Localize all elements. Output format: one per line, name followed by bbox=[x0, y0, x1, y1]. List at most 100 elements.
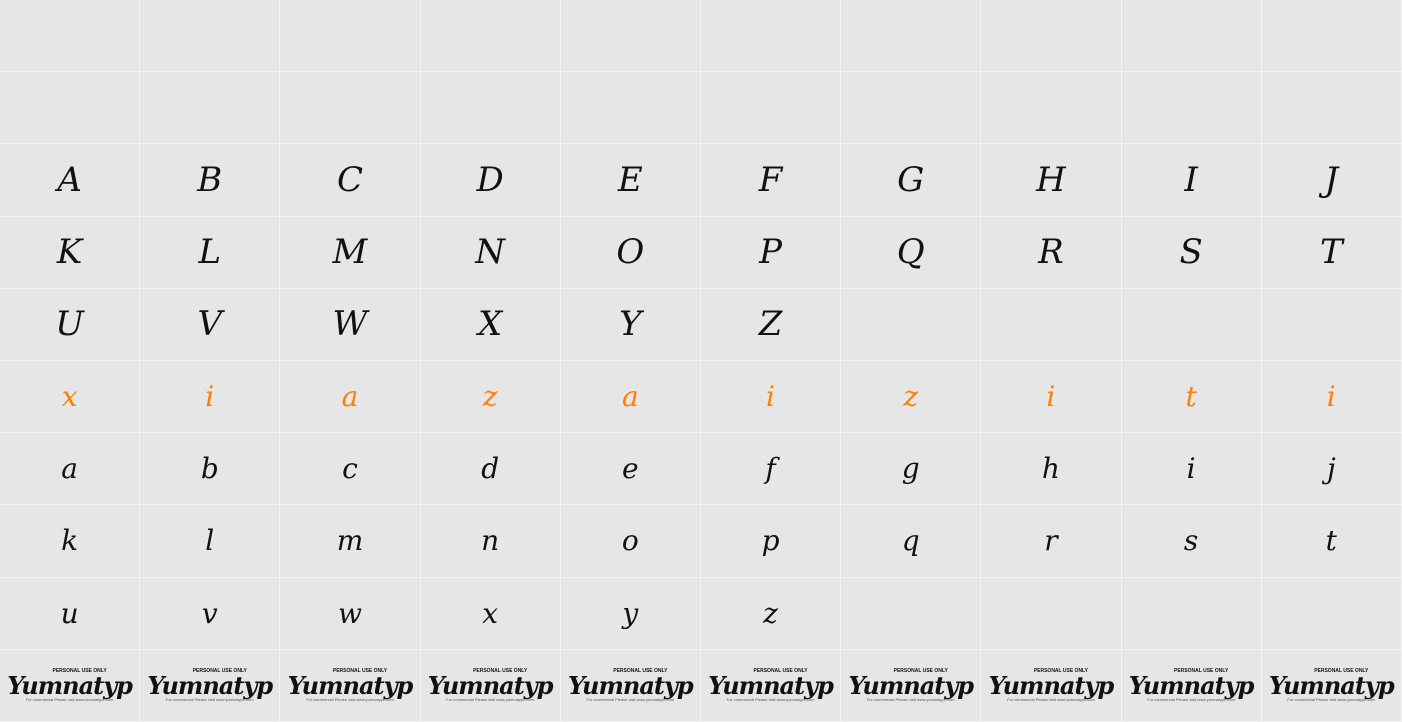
glyph-cell: i bbox=[981, 360, 1122, 434]
logo-badge: PERSONAL USE ONLY bbox=[753, 667, 808, 674]
font-logo: PERSONAL USE ONLY Yumnatyp For commercial … bbox=[140, 649, 281, 722]
glyph-cell: T bbox=[1261, 216, 1402, 289]
empty-cell bbox=[981, 0, 1122, 73]
empty-cell bbox=[700, 0, 842, 73]
font-logo: PERSONAL USE ONLY Yumnatyp For commercial … bbox=[420, 649, 561, 722]
font-logo: PERSONAL USE ONLY Yumnatyp For commercial … bbox=[280, 649, 421, 722]
empty-cell bbox=[841, 577, 982, 650]
glyph-cell: I bbox=[1121, 144, 1262, 217]
logo-badge: PERSONAL USE ONLY bbox=[1314, 667, 1369, 674]
glyph-cell: V bbox=[140, 288, 281, 361]
glyph-cell: a bbox=[280, 360, 421, 434]
glyph-cell: a bbox=[0, 433, 141, 506]
glyph-cell: z bbox=[841, 360, 982, 434]
empty-cell bbox=[1121, 72, 1262, 145]
glyph-cell: Y bbox=[560, 288, 701, 361]
glyph-cell: J bbox=[1261, 144, 1402, 217]
glyph-cell: F bbox=[700, 144, 842, 217]
logo-name: Yumnatyp bbox=[147, 670, 273, 700]
logo-name: Yumnatyp bbox=[988, 670, 1115, 700]
glyph-cell: x bbox=[0, 360, 141, 434]
logo-badge: PERSONAL USE ONLY bbox=[1033, 667, 1088, 674]
empty-cell bbox=[700, 72, 842, 145]
glyph-cell: K bbox=[0, 216, 141, 289]
logo-note: For commercial Please visit www.yumnatyp… bbox=[446, 696, 535, 702]
glyph-cell: x bbox=[420, 577, 561, 650]
font-logo: PERSONAL USE ONLY Yumnatyp For commercial … bbox=[841, 649, 982, 722]
logo-note: For commercial Please visit www.yumnatyp… bbox=[25, 696, 114, 702]
glyph-cell: P bbox=[700, 216, 842, 289]
empty-cell bbox=[1121, 288, 1262, 361]
glyph-cell: U bbox=[0, 288, 141, 361]
glyph-cell: h bbox=[981, 433, 1122, 506]
glyph-cell: d bbox=[420, 433, 561, 506]
glyph-cell: R bbox=[981, 216, 1122, 289]
logo-badge: PERSONAL USE ONLY bbox=[1174, 667, 1229, 674]
empty-cell bbox=[841, 72, 982, 145]
logo-badge: PERSONAL USE ONLY bbox=[473, 667, 528, 674]
empty-cell bbox=[1121, 577, 1262, 650]
glyph-cell: S bbox=[1121, 216, 1262, 289]
logo-name: Yumnatyp bbox=[567, 670, 694, 700]
empty-cell bbox=[420, 0, 561, 73]
logo-name: Yumnatyp bbox=[427, 670, 554, 700]
empty-cell bbox=[981, 72, 1122, 145]
glyph-cell: z bbox=[700, 577, 842, 650]
glyph-cell: m bbox=[280, 505, 421, 578]
glyph-cell: e bbox=[560, 433, 701, 506]
logo-note: For commercial Please visit www.yumnatyp… bbox=[306, 696, 394, 702]
logo-badge: PERSONAL USE ONLY bbox=[893, 667, 948, 674]
glyph-cell: i bbox=[700, 360, 842, 434]
logo-name: Yumnatyp bbox=[7, 670, 133, 700]
logo-badge: PERSONAL USE ONLY bbox=[332, 667, 388, 674]
logo-name: Yumnatyp bbox=[287, 670, 414, 700]
glyph-cell: r bbox=[981, 505, 1122, 578]
empty-cell bbox=[981, 288, 1122, 361]
glyph-cell: o bbox=[560, 505, 701, 578]
font-logo: PERSONAL USE ONLY Yumnatyp For commercial … bbox=[560, 649, 701, 722]
glyph-cell: p bbox=[700, 505, 842, 578]
glyph-cell: t bbox=[1261, 505, 1402, 578]
glyph-cell: W bbox=[280, 288, 421, 361]
glyph-cell: w bbox=[280, 577, 421, 650]
glyph-cell: t bbox=[1121, 360, 1262, 434]
logo-name: Yumnatyp bbox=[848, 670, 974, 700]
glyph-cell: b bbox=[140, 433, 281, 506]
empty-cell bbox=[841, 288, 982, 361]
glyph-cell: q bbox=[841, 505, 982, 578]
glyph-cell: y bbox=[560, 577, 701, 650]
glyph-cell: B bbox=[140, 144, 281, 217]
logo-name: Yumnatyp bbox=[1128, 670, 1255, 700]
glyph-cell: v bbox=[140, 577, 281, 650]
glyph-cell: E bbox=[560, 144, 701, 217]
glyph-cell: A bbox=[0, 144, 141, 217]
empty-cell bbox=[0, 72, 141, 145]
glyph-cell: X bbox=[420, 288, 561, 361]
logo-name: Yumnatyp bbox=[1268, 670, 1395, 700]
glyph-cell: Z bbox=[700, 288, 842, 361]
logo-note: For commercial Please visit www.yumnatyp… bbox=[726, 696, 815, 702]
empty-cell bbox=[1121, 0, 1262, 73]
empty-cell bbox=[1261, 288, 1402, 361]
font-logo: PERSONAL USE ONLY Yumnatyp For commercial … bbox=[0, 649, 141, 722]
glyph-cell: Q bbox=[841, 216, 982, 289]
logo-note: For commercial Please visit www.yumnatyp… bbox=[1147, 696, 1235, 702]
glyph-cell: L bbox=[140, 216, 281, 289]
glyph-cell: N bbox=[420, 216, 561, 289]
glyph-cell: i bbox=[1121, 433, 1262, 506]
empty-cell bbox=[420, 72, 561, 145]
logo-note: For commercial Please visit www.yumnatyp… bbox=[165, 696, 254, 702]
empty-cell bbox=[560, 0, 701, 73]
logo-note: For commercial Please visit www.yumnatyp… bbox=[866, 696, 955, 702]
glyph-cell: O bbox=[560, 216, 701, 289]
empty-cell bbox=[841, 0, 982, 73]
glyph-cell: D bbox=[420, 144, 561, 217]
font-logo: PERSONAL USE ONLY Yumnatyp For commercial … bbox=[1121, 649, 1262, 722]
empty-cell bbox=[560, 72, 701, 145]
empty-cell bbox=[981, 577, 1122, 650]
empty-cell bbox=[140, 72, 281, 145]
glyph-cell: a bbox=[560, 360, 701, 434]
glyph-cell: M bbox=[280, 216, 421, 289]
glyph-cell: k bbox=[0, 505, 141, 578]
